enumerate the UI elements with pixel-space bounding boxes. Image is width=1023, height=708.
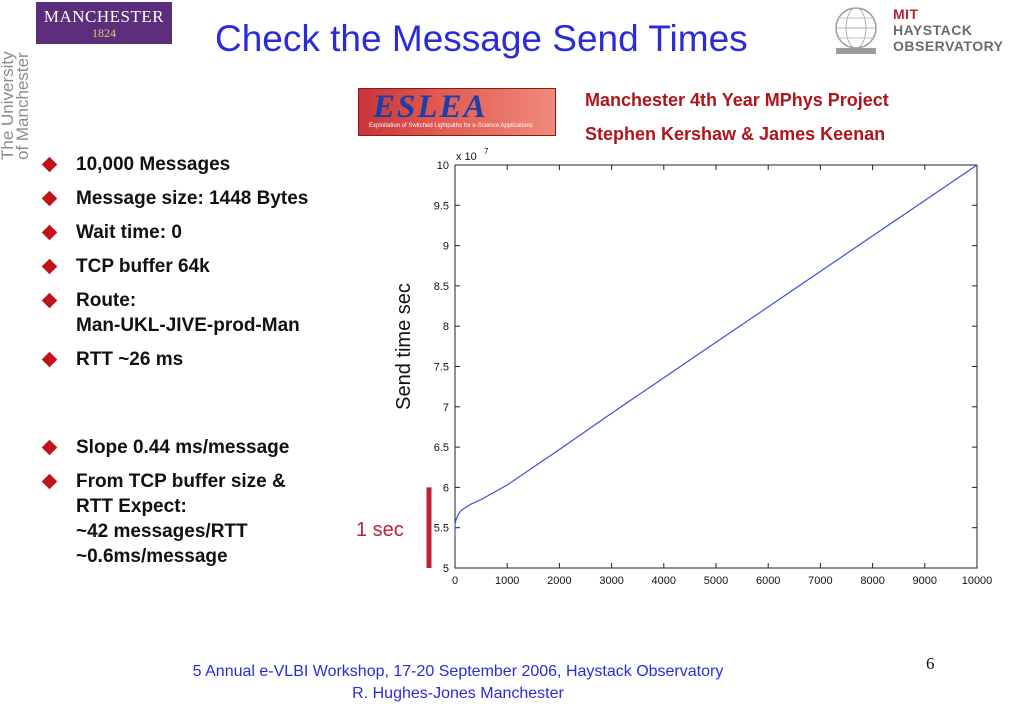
eslea-logo: ESLEA Exploitation of Switched Lightpath… (358, 88, 556, 136)
x-tick-label: 9000 (913, 575, 937, 587)
y-tick-label: 5 (443, 563, 449, 575)
y-axis-label: Send time sec (393, 283, 415, 410)
bullet-text: Route: (76, 290, 137, 311)
bullet-item: Wait time: 0 (41, 220, 374, 245)
x-tick-label: 8000 (860, 575, 884, 587)
footer-workshop: 5 Annual e-VLBI Workshop, 17-20 Septembe… (192, 663, 724, 680)
bullet-item: RTT ~26 ms (41, 347, 374, 372)
bullet-item: From TCP buffer size & RTT Expect: ~42 mes… (41, 469, 374, 569)
bullet-item: 10,000 Messages (41, 152, 374, 177)
bullet-text: RTT ~26 ms (76, 349, 184, 370)
diamond-bullet-icon (41, 439, 58, 456)
university-line-2: of Manchester (13, 52, 32, 160)
y-tick-label: 10 (437, 160, 449, 172)
x-tick-label: 1000 (495, 575, 519, 587)
bullet-text: TCP buffer 64k (76, 256, 210, 277)
diamond-bullet-icon (41, 156, 58, 173)
university-vertical-text: The University of Manchester (0, 0, 32, 160)
y-tick-label: 8 (443, 321, 449, 333)
diamond-bullet-icon (41, 190, 58, 207)
slide-title: Check the Message Send Times (215, 18, 748, 59)
bullet-list: 10,000 Messages Message size: 1448 Bytes W… (41, 152, 374, 578)
haystack-logo-text: MIT HAYSTACK OBSERVATORY (893, 6, 1004, 54)
project-title: Manchester 4th Year MPhys Project (585, 90, 889, 110)
plot-area-frame (454, 164, 978, 569)
bullet-text: RTT Expect: (76, 496, 187, 517)
manchester-logo-year: 1824 (92, 26, 116, 40)
x-tick-label: 6000 (756, 575, 780, 587)
y-multiplier-label: x 10 (456, 151, 477, 163)
diamond-bullet-icon (41, 473, 58, 490)
x-tick-label: 5000 (704, 575, 728, 587)
bullet-item: TCP buffer 64k (41, 254, 374, 279)
bullet-text: Man-UKL-JIVE-prod-Man (76, 315, 300, 336)
bullet-item: Route: Man-UKL-JIVE-prod-Man (41, 288, 374, 338)
x-tick-label: 4000 (652, 575, 676, 587)
haystack-logo-observatory: OBSERVATORY (893, 38, 1004, 54)
diamond-bullet-icon (41, 258, 58, 275)
bullet-group-bottom: Slope 0.44 ms/message From TCP buffer siz… (41, 435, 374, 569)
y-tick-label: 5.5 (434, 523, 449, 535)
y-tick-label: 8.5 (434, 281, 449, 293)
footer-author: R. Hughes-Jones Manchester (352, 685, 564, 702)
footer: 5 Annual e-VLBI Workshop, 17-20 Septembe… (100, 661, 816, 705)
bullet-item: Slope 0.44 ms/message (41, 435, 374, 460)
bullet-text: Wait time: 0 (76, 222, 182, 243)
y-tick-label: 9 (443, 241, 449, 253)
series-line-send-time (454, 164, 978, 536)
one-sec-annotation: 1 sec (356, 519, 404, 541)
y-tick-label: 7.5 (434, 362, 449, 374)
y-tick-label: 6 (443, 482, 449, 494)
eslea-logo-word: ESLEA (373, 89, 488, 125)
manchester-logo-wordmark: MANCHESTER (43, 7, 165, 26)
haystack-logo-haystack: HAYSTACK (893, 22, 973, 38)
page-number: 6 (926, 654, 935, 673)
project-authors: Stephen Kershaw & James Keenan (585, 124, 886, 144)
x-tick-label: 10000 (962, 575, 993, 587)
bullet-text: 10,000 Messages (76, 154, 231, 175)
haystack-logo-mit: MIT (893, 6, 919, 22)
diamond-bullet-icon (41, 224, 58, 241)
diamond-bullet-icon (41, 292, 58, 309)
x-tick-label: 3000 (599, 575, 623, 587)
x-tick-label: 0 (452, 575, 458, 587)
eslea-logo-tagline: Exploitation of Switched Lightpaths for … (369, 123, 533, 129)
y-tick-label: 6.5 (434, 442, 449, 454)
y-tick-label: 7 (443, 402, 449, 414)
bullet-item: Message size: 1448 Bytes (41, 186, 374, 211)
manchester-logo: MANCHESTER 1824 (36, 2, 172, 44)
send-time-chart: 0 1000 2000 3000 4000 5000 6000 7000 8000 9000 100… (393, 147, 993, 587)
bullet-text: Message size: 1448 Bytes (76, 188, 309, 209)
y-multiplier-exponent: 7 (484, 147, 489, 156)
bullet-text: From TCP buffer size & (76, 471, 286, 492)
bullet-text: Slope 0.44 ms/message (76, 437, 290, 458)
x-tick-label: 2000 (547, 575, 571, 587)
y-tick-label: 9.5 (434, 200, 449, 212)
bullet-text: ~42 messages/RTT (76, 521, 248, 542)
bullet-group-top: 10,000 Messages Message size: 1448 Bytes W… (41, 152, 374, 372)
bullet-text: ~0.6ms/message (76, 546, 228, 567)
x-tick-label: 7000 (808, 575, 832, 587)
haystack-globe-icon (835, 7, 877, 54)
diamond-bullet-icon (41, 351, 58, 368)
